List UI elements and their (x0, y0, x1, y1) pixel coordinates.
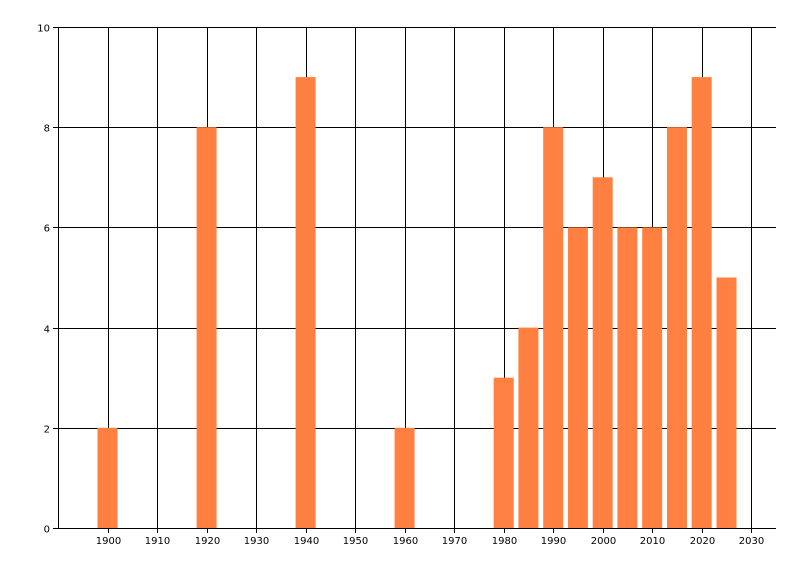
bar-2000 (592, 177, 613, 529)
bar-1995 (567, 227, 588, 528)
y-tick-label: 10 (37, 24, 50, 35)
x-tick-label: 1960 (393, 536, 418, 547)
x-tick-label: 1910 (145, 536, 170, 547)
bar-2010 (642, 227, 663, 528)
x-tick-label: 1950 (343, 536, 368, 547)
y-tick-label: 0 (44, 525, 50, 536)
x-tick-label: 1980 (492, 536, 517, 547)
bars-layer (97, 77, 737, 529)
bar-1985 (518, 327, 539, 528)
x-tick-label: 1970 (442, 536, 467, 547)
bar-2025 (716, 277, 737, 528)
bar-2015 (667, 127, 687, 528)
bar-1900 (97, 427, 118, 528)
labels-layer: 0 2 4 6 8 10 1900 1910 1920 1930 1940 1950 1960 1970 1… (37, 24, 764, 548)
x-tick-label: 1940 (294, 536, 319, 547)
x-tick-label: 2010 (640, 536, 665, 547)
y-tick-label: 6 (44, 224, 50, 235)
y-tick-label: 2 (44, 425, 50, 436)
y-tick-label: 4 (44, 325, 50, 336)
bar-1920 (196, 127, 217, 528)
bar-1980 (493, 377, 514, 528)
x-tick-label: 1930 (244, 536, 269, 547)
x-tick-label: 2020 (690, 536, 715, 547)
x-tick-label: 2030 (739, 536, 764, 547)
bar-2020 (691, 77, 712, 528)
bar-1960 (394, 427, 415, 528)
bar-1940 (295, 77, 316, 528)
x-tick-label: 1920 (195, 536, 220, 547)
x-tick-label: 1990 (541, 536, 566, 547)
bar-1990 (543, 127, 564, 528)
axis-layer (53, 27, 776, 533)
bar-2005 (617, 227, 638, 528)
y-tick-label: 8 (44, 124, 50, 135)
x-tick-label: 2000 (591, 536, 616, 547)
x-tick-label: 1900 (96, 536, 121, 547)
